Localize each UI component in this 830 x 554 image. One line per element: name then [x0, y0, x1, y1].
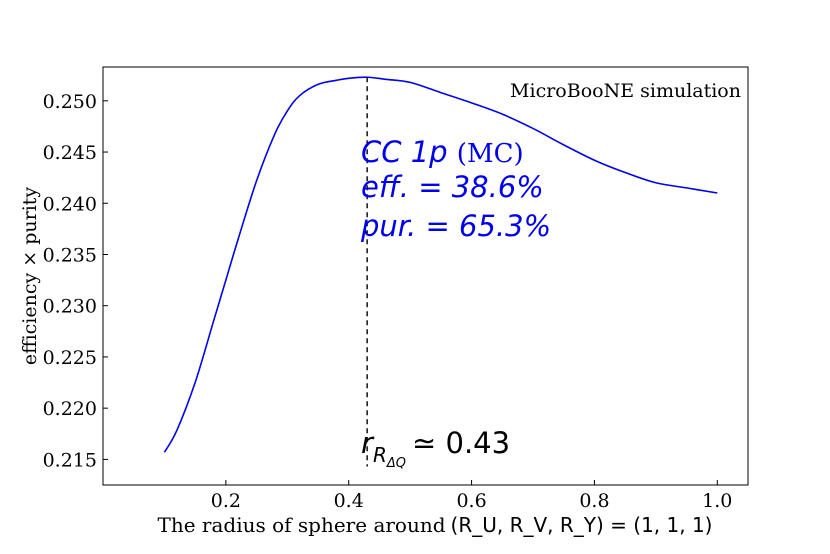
- series-line: [163, 76, 718, 453]
- x-tick-label: 1.0: [702, 490, 732, 512]
- y-tick-label: 0.215: [43, 449, 97, 471]
- y-axis-label: efficiency × purity: [19, 187, 41, 366]
- r-annotation: rRΔQ ≃ 0.43: [361, 426, 510, 471]
- r-subscript: R: [373, 443, 387, 467]
- r-symbol: r: [361, 426, 375, 460]
- y-tick-label: 0.230: [43, 296, 97, 318]
- corner-label: MicroBooNE simulation: [510, 80, 741, 102]
- x-tick-label: 0.6: [456, 490, 486, 512]
- x-tick-label: 0.8: [579, 490, 609, 512]
- r-subsubscript: ΔQ: [386, 456, 406, 471]
- annotation-line1-suffix: (MC): [457, 139, 524, 169]
- y-tick-label: 0.235: [43, 244, 97, 266]
- annotation-line1-italic: CC 1p: [361, 135, 448, 169]
- r-value: ≃ 0.43: [412, 426, 510, 460]
- y-ticks: 0.215 0.220 0.225 0.230 0.235 0.240 0.245 0.250: [43, 91, 108, 471]
- annotation-line2: eff. = 38.6%: [361, 170, 544, 204]
- y-tick-label: 0.240: [43, 193, 97, 215]
- x-axis-label-prefix: The radius of sphere around: [158, 513, 446, 537]
- annotation-block: CC 1p (MC) eff. = 38.6% pur. = 65.3%: [360, 135, 551, 243]
- y-tick-label: 0.220: [43, 398, 97, 420]
- x-axis-label-math: (R_U, R_V, R_Y) = (1, 1, 1): [451, 513, 713, 537]
- x-axis-label: The radius of sphere around (R_U, R_V, R…: [158, 513, 713, 537]
- svg-text:CC 1p (MC): CC 1p (MC): [361, 135, 524, 169]
- annotation-line3: pur. = 65.3%: [360, 209, 551, 243]
- x-tick-label: 0.4: [334, 490, 364, 512]
- y-tick-label: 0.245: [43, 142, 97, 164]
- x-tick-label: 0.2: [211, 490, 241, 512]
- y-tick-label: 0.250: [43, 91, 97, 113]
- x-ticks: 0.2 0.4 0.6 0.8 1.0: [211, 480, 732, 512]
- y-tick-label: 0.225: [43, 347, 97, 369]
- plot-frame: [102, 66, 749, 486]
